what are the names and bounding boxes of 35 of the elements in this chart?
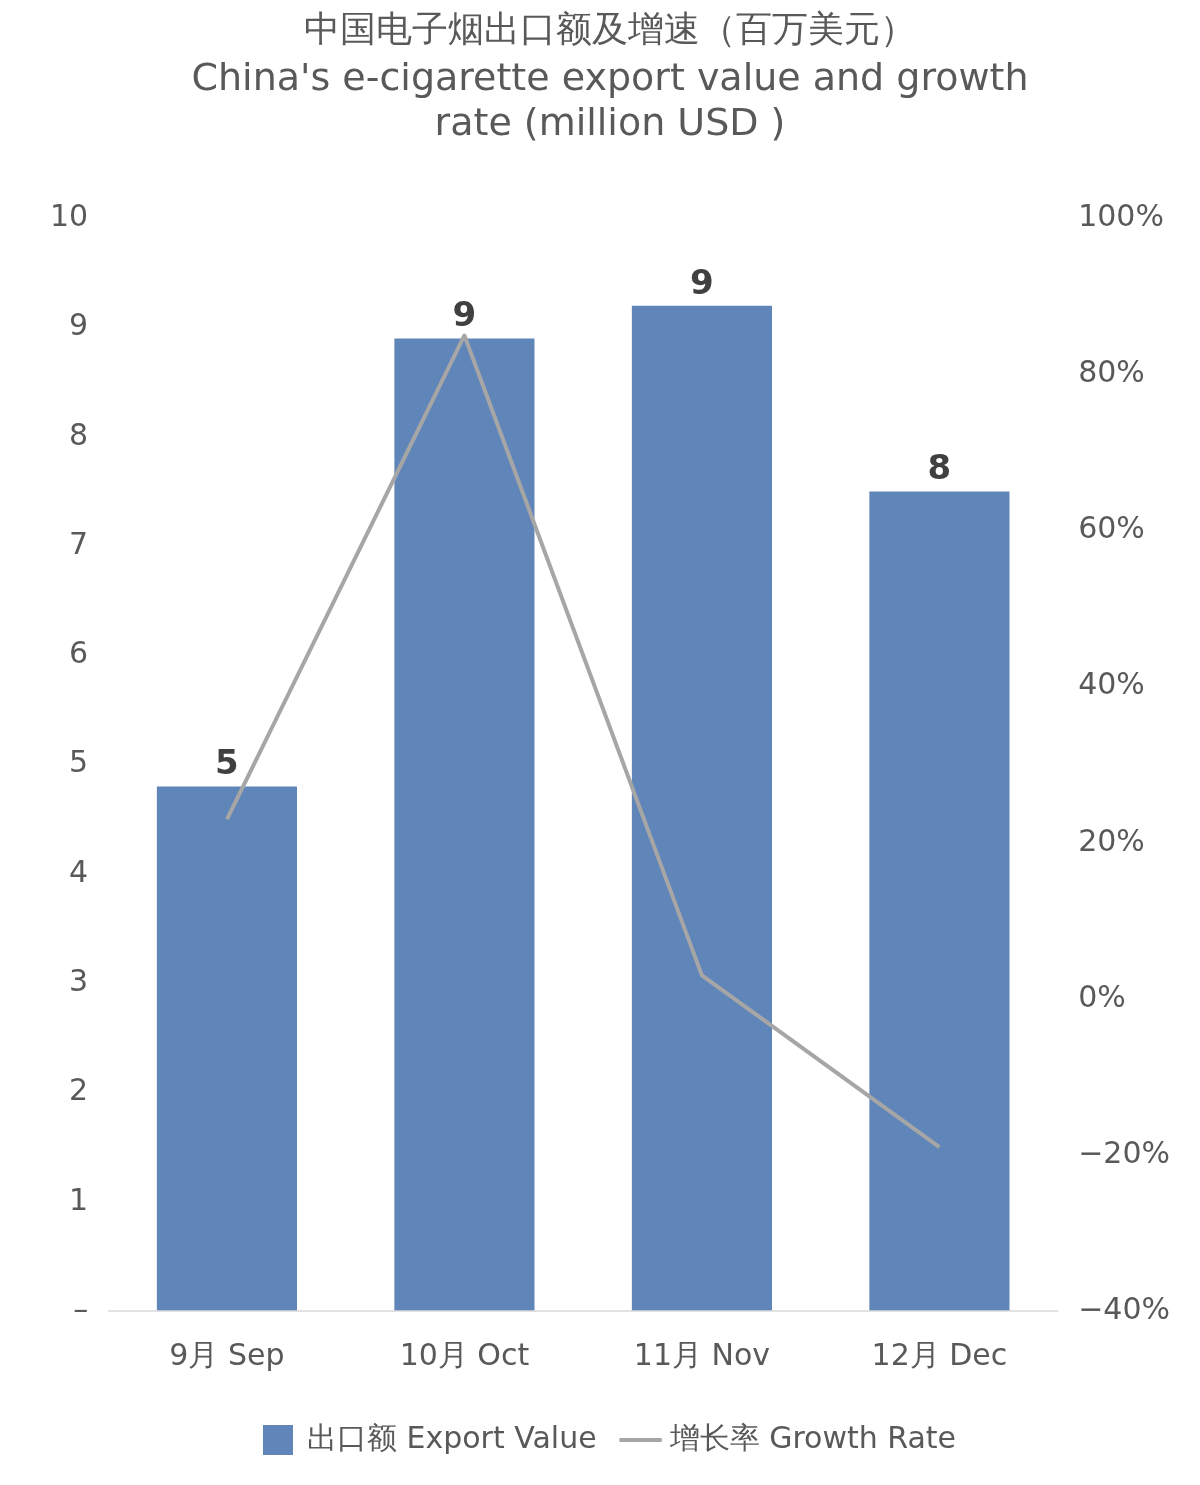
y-tick-label: 9 [69, 307, 89, 343]
x-tick-label: 11月 Nov [633, 1336, 771, 1372]
y-tick-label: 1 [69, 1181, 89, 1217]
y-tick-label: 2 [69, 1072, 89, 1108]
y2-tick-label: 100% [1078, 198, 1164, 234]
y-tick-label: – [73, 1290, 89, 1326]
y-tick-label: 3 [69, 963, 89, 999]
y2-tick-label: 20% [1078, 822, 1145, 858]
x-tick-label: 12月 Dec [871, 1336, 1008, 1372]
y-tick-label: 7 [69, 525, 89, 561]
y2-tick-label: 80% [1078, 354, 1145, 390]
x-tick-label: 9月 Sep [169, 1336, 285, 1372]
bar [394, 338, 535, 1311]
x-tick-label: 10月 Oct [399, 1336, 530, 1372]
data-label: 9 [690, 261, 714, 302]
y-tick-label: 6 [69, 635, 89, 671]
y-tick-label: 10 [49, 198, 89, 234]
bar [869, 491, 1010, 1311]
bar [631, 305, 772, 1311]
data-label: 5 [215, 742, 239, 783]
bar [156, 786, 297, 1311]
legend-label: 增长率 Growth Rate [668, 1419, 957, 1455]
y2-tick-label: 40% [1078, 666, 1145, 702]
y-tick-label: 4 [69, 853, 89, 889]
chart-subtitle: China's e-cigarette export value and growth rate (million USD ) [191, 54, 1029, 145]
y2-tick-label: −20% [1078, 1134, 1171, 1170]
y2-tick-label: 60% [1078, 510, 1145, 546]
data-label: 8 [927, 447, 952, 488]
legend-label: 出口额 Export Value [306, 1419, 597, 1455]
y2-tick-label: −40% [1078, 1290, 1171, 1326]
chart-title: 中国电子烟出口额及增速（百万美元） [304, 7, 916, 49]
y-tick-label: 8 [69, 416, 89, 452]
y-tick-label: 5 [69, 744, 89, 780]
y2-tick-label: 0% [1078, 978, 1126, 1014]
data-label: 9 [452, 294, 477, 335]
